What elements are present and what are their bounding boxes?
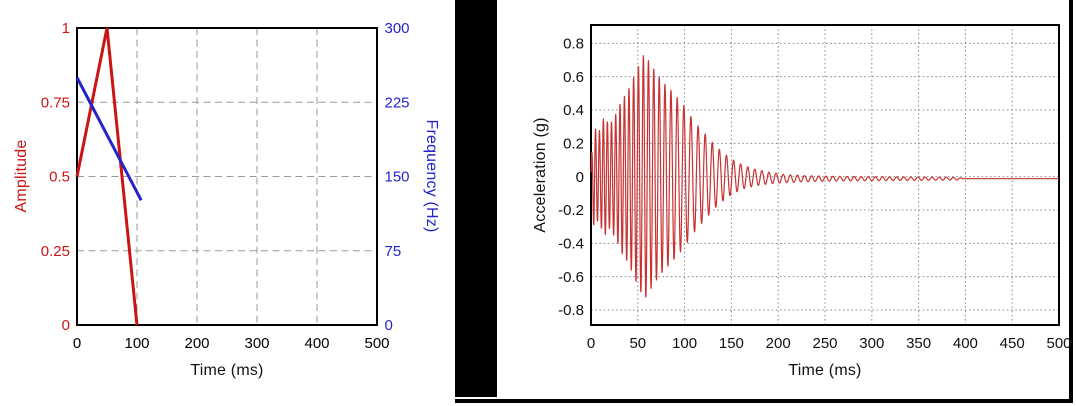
y-tick-label: 0.6 (563, 69, 584, 86)
x-tick-label: 300 (859, 335, 884, 352)
right-y-tick-label: 225 (385, 94, 410, 111)
x-tick-label: 150 (719, 335, 744, 352)
right-y-tick-label: 0 (385, 317, 393, 334)
left-y-tick-label: 0.5 (49, 169, 70, 186)
right-y-tick-label: 150 (385, 169, 410, 186)
x-tick-label: 350 (906, 335, 931, 352)
x-tick-label: 500 (364, 335, 389, 352)
left-y-tick-label: 0.25 (41, 243, 70, 260)
x-tick-label: 400 (953, 335, 978, 352)
y-tick-label: -0.6 (558, 269, 584, 286)
x-tick-label: 100 (672, 335, 697, 352)
right-edge-line (1069, 0, 1073, 403)
x-tick-label: 300 (244, 335, 269, 352)
y-tick-label: 0.2 (563, 136, 584, 153)
left-y-tick-label: 0 (62, 317, 70, 334)
y-tick-label: -0.8 (558, 302, 584, 319)
y-tick-label: 0.8 (563, 36, 584, 53)
y-tick-label: -0.4 (558, 236, 584, 253)
acceleration-waveform (590, 55, 1060, 298)
bottom-edge-line (455, 399, 1073, 403)
divider-bar (455, 0, 497, 397)
x-tick-label: 0 (587, 335, 595, 352)
x-tick-label: 50 (629, 335, 646, 352)
x-tick-label: 500 (1046, 335, 1071, 352)
x-tick-label: 100 (124, 335, 149, 352)
x-tick-label: 450 (1000, 335, 1025, 352)
right-y-tick-label: 300 (385, 20, 410, 37)
acceleration-axis-title: Acceleration (g) (532, 117, 549, 233)
excitation-x-axis-title: Time (ms) (190, 362, 264, 379)
x-tick-label: 400 (304, 335, 329, 352)
response-plot-svg: 0.80.60.40.20-0.2-0.4-0.6-0.80 50 100 150 20… (558, 24, 1072, 352)
amplitude-axis-title: Amplitude (13, 139, 30, 213)
y-tick-label: -0.2 (558, 202, 584, 219)
frequency-sweep-line (75, 76, 143, 201)
left-y-tick-label: 1 (62, 20, 70, 37)
left-y-tick-label: 0.75 (41, 94, 70, 111)
plot-frame (590, 24, 1060, 326)
frequency-axis-title: Frequency (Hz) (423, 119, 440, 233)
right-y-tick-label: 75 (385, 243, 402, 260)
x-tick-label: 0 (73, 335, 81, 352)
x-tick-label: 200 (184, 335, 209, 352)
x-tick-label: 200 (766, 335, 791, 352)
response-x-axis-title: Time (ms) (788, 362, 862, 379)
y-tick-label: 0 (576, 169, 584, 186)
amplitude-envelope-line (75, 27, 139, 326)
y-tick-label: 0.4 (563, 102, 584, 119)
x-tick-label: 250 (812, 335, 837, 352)
